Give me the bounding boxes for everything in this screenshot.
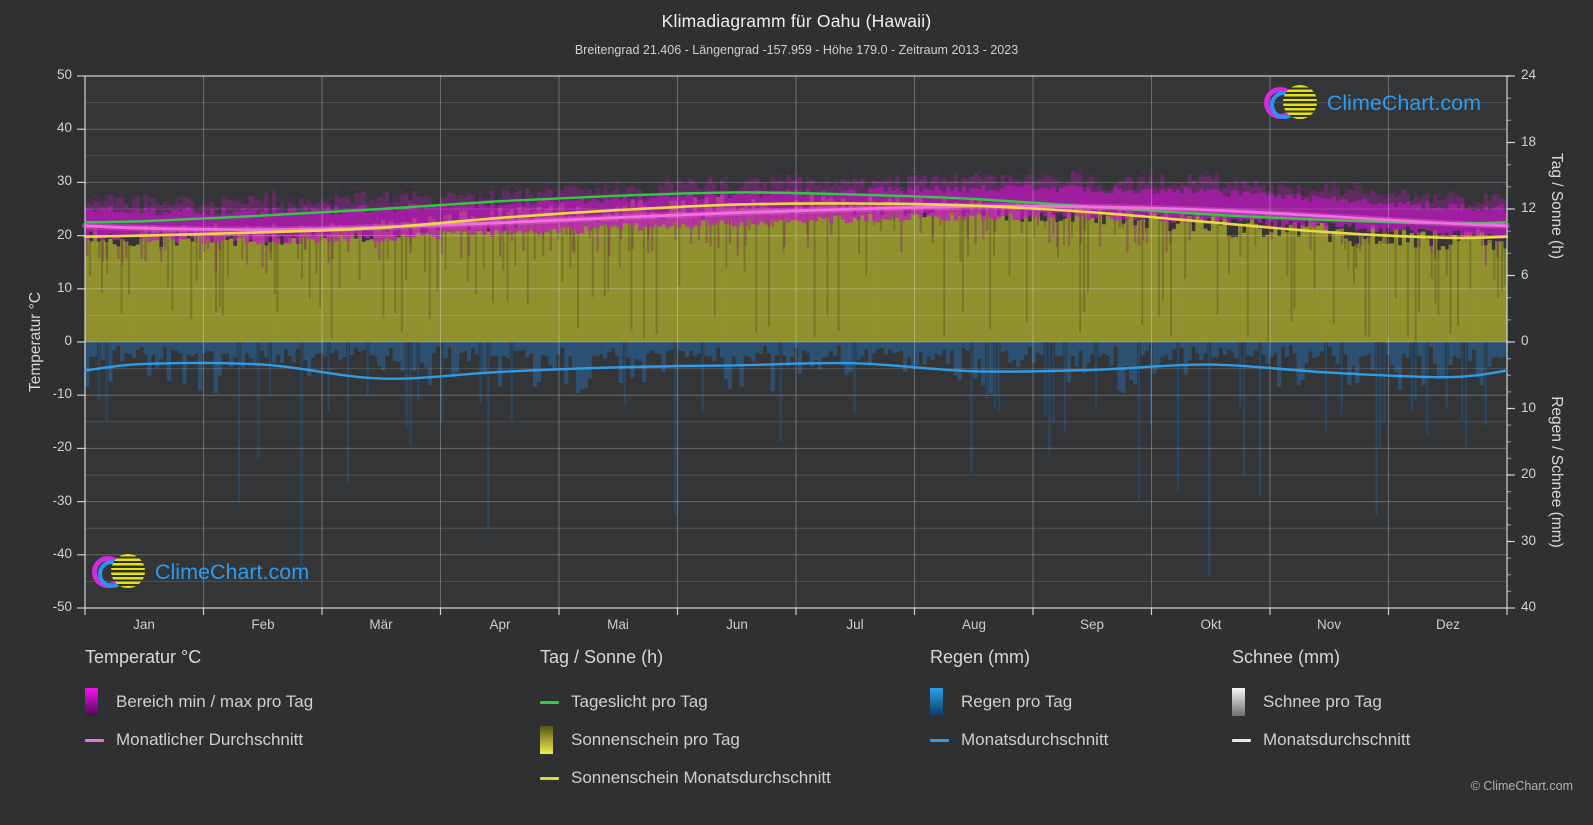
x-axis-month-label: Jan [133, 617, 155, 632]
y-axis-tick-label-temperature: 10 [56, 280, 72, 295]
legend-swatch [85, 738, 104, 742]
legend-gradient-swatch-icon [540, 726, 560, 754]
page-title: Klimadiagramm für Oahu (Hawaii) [661, 11, 932, 31]
legend-gradient-swatch-icon [1232, 688, 1252, 716]
y-axis-tick-label-temperature: -50 [52, 599, 72, 614]
x-axis-month-label: Okt [1200, 617, 1222, 632]
y-axis-tick-label-temperature: 0 [64, 333, 72, 348]
logo-sun-icon [1282, 85, 1317, 119]
legend-swatch [930, 738, 949, 742]
copyright-text: © ClimeChart.com [1470, 779, 1573, 793]
y-axis-tick-label-precip: 30 [1521, 533, 1537, 548]
legend-line-swatch-icon [930, 738, 950, 742]
legend-item-label: Monatsdurchschnitt [961, 730, 1109, 749]
legend-group-0: Temperatur °C Bereich min / max pro Tag Mo… [85, 647, 313, 759]
legend-swatch [1232, 688, 1245, 716]
legend-swatch [540, 726, 553, 754]
y-axis-tick-label-temperature: -20 [52, 439, 72, 454]
y-axis-tick-label-temperature: -10 [52, 386, 72, 401]
legend-item-label: Monatlicher Durchschnitt [116, 730, 304, 749]
legend-item: Bereich min / max pro Tag [85, 683, 313, 721]
y-axis-tick-label-temperature: 40 [56, 120, 72, 135]
legend-item: Tageslicht pro Tag [540, 683, 831, 721]
chart-legend: Temperatur °C Bereich min / max pro Tag Mo… [85, 647, 1575, 807]
legend-item-label: Sonnenschein Monatsdurchschnitt [571, 768, 831, 787]
legend-item-label: Regen pro Tag [961, 692, 1073, 711]
legend-gradient-swatch-icon [930, 688, 950, 716]
x-axis-month-label: Feb [251, 617, 275, 632]
y-axis-tick-label-temperature: 50 [56, 67, 72, 82]
legend-item: Monatlicher Durchschnitt [85, 721, 313, 759]
x-axis-month-label: Aug [961, 617, 987, 632]
climechart-logo-icon [92, 554, 146, 590]
y-axis-tick-label-temperature: 30 [56, 173, 72, 188]
climechart-watermark-bottom-left: ClimeChart.com [92, 554, 309, 590]
legend-group-2: Regen (mm) Regen pro Tag Monatsdurchschnit… [930, 647, 1108, 759]
legend-group-3: Schnee (mm) Schnee pro Tag Monatsdurchschn… [1232, 647, 1410, 759]
legend-group-title: Tag / Sonne (h) [540, 647, 664, 667]
legend-item: Schnee pro Tag [1232, 683, 1410, 721]
legend-group-title: Regen (mm) [930, 647, 1031, 667]
legend-group-1: Tag / Sonne (h) Tageslicht pro Tag Sonnens… [540, 647, 831, 797]
y-axis-tick-label-temperature: -30 [52, 493, 72, 508]
x-axis-month-label: Sep [1079, 617, 1105, 632]
x-axis-month-label: Apr [489, 617, 511, 632]
page-subtitle: Breitengrad 21.406 - Längengrad -157.959… [574, 43, 1019, 57]
climechart-logo-icon [1263, 85, 1318, 121]
y-axis-title-sun: Tag / Sonne (h) [1548, 153, 1565, 259]
legend-item: Monatsdurchschnitt [930, 721, 1108, 759]
y-axis-tick-label-sun: 6 [1521, 267, 1529, 282]
y-axis-title-precip: Regen / Schnee (mm) [1548, 396, 1565, 548]
y-axis-tick-label-precip: 10 [1521, 400, 1537, 415]
y-axis-tick-label-sun: 24 [1521, 67, 1537, 82]
climechart-watermark-top-right: ClimeChart.com [1263, 85, 1481, 121]
legend-item: Regen pro Tag [930, 683, 1108, 721]
legend-item: Sonnenschein pro Tag [540, 721, 831, 759]
legend-item: Sonnenschein Monatsdurchschnitt [540, 759, 831, 797]
y-axis-tick-label-sun: 18 [1521, 134, 1537, 149]
legend-item-label: Monatsdurchschnitt [1263, 730, 1411, 749]
legend-item: Monatsdurchschnitt [1232, 721, 1410, 759]
logo-sun-icon [111, 554, 145, 588]
y-axis-tick-label-sun: 12 [1521, 200, 1537, 215]
legend-item-label: Tageslicht pro Tag [571, 692, 708, 711]
legend-line-swatch-icon [85, 738, 105, 742]
legend-swatch [540, 700, 559, 704]
x-axis-month-label: Jul [846, 617, 864, 632]
x-axis-month-label: Jun [726, 617, 748, 632]
x-axis-month-label: Dez [1435, 617, 1460, 632]
y-axis-tick-label-temperature: 20 [56, 227, 72, 242]
legend-item-label: Bereich min / max pro Tag [116, 692, 314, 711]
legend-gradient-swatch-icon [85, 688, 105, 716]
logo-text: ClimeChart.com [1326, 90, 1481, 115]
legend-swatch [930, 688, 943, 716]
x-axis-month-label: Mär [369, 617, 393, 632]
legend-swatch [85, 688, 98, 716]
legend-swatch [540, 776, 559, 780]
legend-line-swatch-icon [540, 700, 560, 704]
y-axis-tick-label-sun: 0 [1521, 333, 1529, 348]
y-axis-tick-label-temperature: -40 [52, 546, 72, 561]
y-axis-tick-label-precip: 40 [1521, 599, 1537, 614]
x-axis-month-label: Mai [607, 617, 629, 632]
legend-line-swatch-icon [540, 776, 560, 780]
y-axis-tick-label-precip: 20 [1521, 466, 1537, 481]
legend-line-swatch-icon [1232, 738, 1252, 742]
legend-item-label: Schnee pro Tag [1263, 692, 1382, 711]
legend-swatch [1232, 738, 1251, 742]
legend-group-title: Temperatur °C [85, 647, 202, 667]
x-axis-month-label: Nov [1316, 617, 1341, 632]
logo-text: ClimeChart.com [155, 559, 310, 584]
legend-item-label: Sonnenschein pro Tag [571, 730, 740, 749]
legend-group-title: Schnee (mm) [1232, 647, 1341, 667]
